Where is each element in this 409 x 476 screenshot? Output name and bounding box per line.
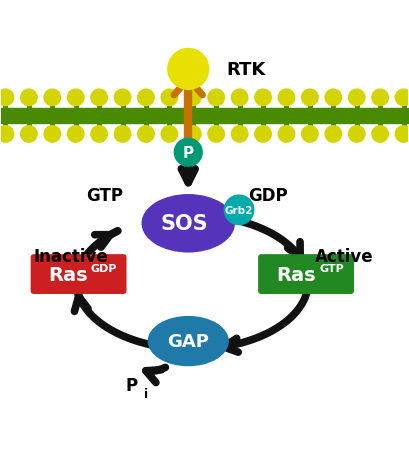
FancyBboxPatch shape xyxy=(31,255,126,294)
Circle shape xyxy=(395,126,409,144)
Circle shape xyxy=(20,126,38,144)
Circle shape xyxy=(224,195,254,226)
FancyBboxPatch shape xyxy=(258,255,354,294)
Circle shape xyxy=(114,89,131,107)
Text: GTP: GTP xyxy=(86,187,124,204)
Circle shape xyxy=(160,126,178,144)
Circle shape xyxy=(301,89,319,107)
Text: GTP: GTP xyxy=(319,263,344,273)
Circle shape xyxy=(67,89,85,107)
Text: GDP: GDP xyxy=(248,187,287,204)
Circle shape xyxy=(137,89,155,107)
Text: Active: Active xyxy=(315,247,373,265)
Circle shape xyxy=(348,126,366,144)
Ellipse shape xyxy=(142,195,235,253)
Circle shape xyxy=(301,126,319,144)
Text: Ras: Ras xyxy=(276,265,316,284)
Circle shape xyxy=(0,126,14,144)
Circle shape xyxy=(114,126,131,144)
Circle shape xyxy=(371,89,389,107)
Text: P: P xyxy=(183,145,194,160)
Circle shape xyxy=(207,126,225,144)
Circle shape xyxy=(174,139,203,168)
Circle shape xyxy=(254,89,272,107)
Circle shape xyxy=(324,126,342,144)
Text: Grb2: Grb2 xyxy=(225,206,253,216)
Text: Ras: Ras xyxy=(49,265,88,284)
Circle shape xyxy=(184,126,202,144)
Text: GAP: GAP xyxy=(167,332,209,350)
Circle shape xyxy=(184,89,202,107)
Text: SOS: SOS xyxy=(160,214,208,234)
Circle shape xyxy=(137,126,155,144)
Circle shape xyxy=(43,89,61,107)
Circle shape xyxy=(348,89,366,107)
Ellipse shape xyxy=(148,316,229,367)
Circle shape xyxy=(371,126,389,144)
Text: P: P xyxy=(125,376,137,394)
Circle shape xyxy=(254,126,272,144)
Circle shape xyxy=(0,89,14,107)
Circle shape xyxy=(20,89,38,107)
Circle shape xyxy=(207,89,225,107)
Text: GDP: GDP xyxy=(91,263,117,273)
Circle shape xyxy=(395,89,409,107)
Circle shape xyxy=(231,126,249,144)
Circle shape xyxy=(160,89,178,107)
Text: Inactive: Inactive xyxy=(34,247,109,265)
Circle shape xyxy=(324,89,342,107)
Circle shape xyxy=(67,126,85,144)
Circle shape xyxy=(90,89,108,107)
Circle shape xyxy=(90,126,108,144)
Circle shape xyxy=(231,89,249,107)
Text: RTK: RTK xyxy=(227,61,266,79)
Circle shape xyxy=(278,126,295,144)
Circle shape xyxy=(278,89,295,107)
Circle shape xyxy=(167,49,209,91)
Text: i: i xyxy=(144,387,148,400)
Circle shape xyxy=(43,126,61,144)
